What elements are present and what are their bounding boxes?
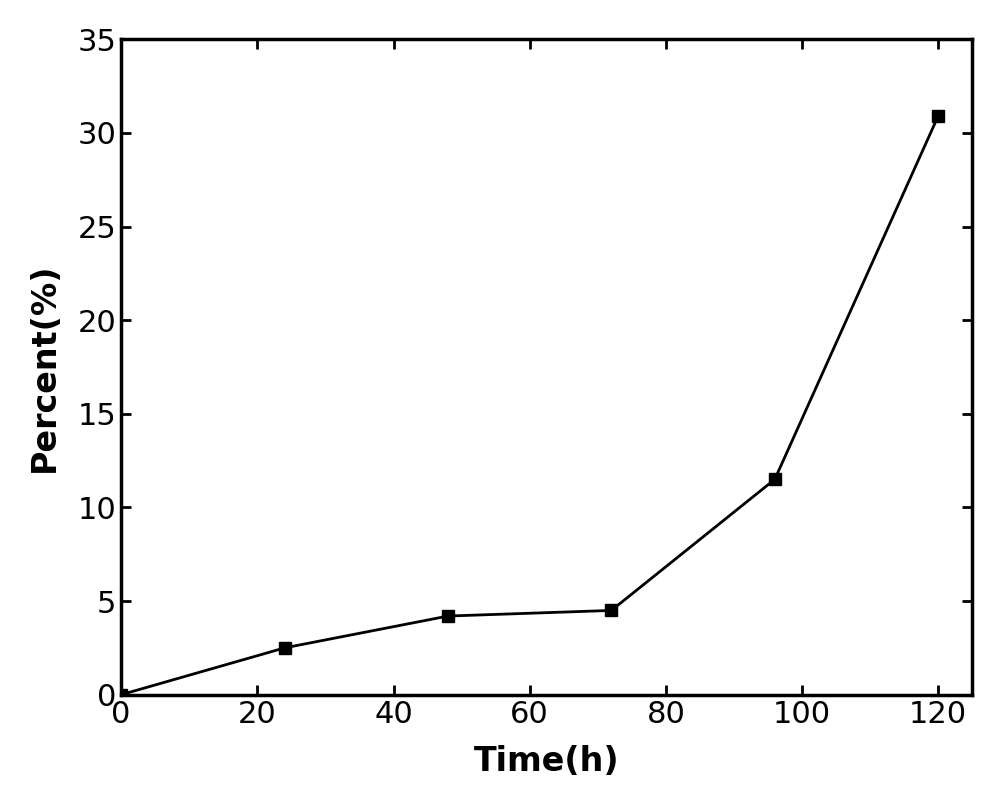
Y-axis label: Percent(%): Percent(%) [28,262,61,472]
X-axis label: Time(h): Time(h) [474,746,620,779]
